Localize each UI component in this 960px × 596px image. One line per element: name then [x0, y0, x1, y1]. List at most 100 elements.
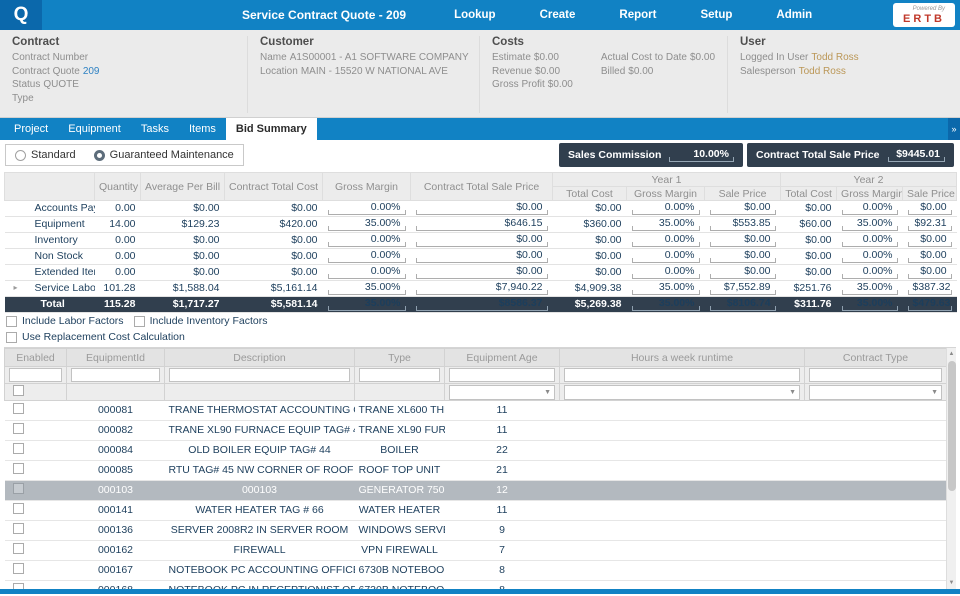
editable-cell-value[interactable]: $0.00 — [415, 234, 548, 247]
hours-runtime-filter-input[interactable] — [564, 368, 800, 382]
contract-type-header[interactable]: Contract Type — [804, 348, 947, 367]
editable-cell-value[interactable]: 0.00% — [327, 266, 406, 279]
contract-total-input[interactable]: $9445.01 — [887, 148, 946, 162]
equipment-row[interactable]: 000136 SERVER 2008R2 IN SERVER ROOM WINDOW… — [4, 520, 947, 541]
editable-cell-value[interactable]: 0.00% — [631, 250, 700, 263]
editable-cell-value[interactable]: 0.00% — [327, 250, 406, 263]
equipment-row[interactable]: 000162 FIREWALL VPN FIREWALL 7 — [4, 540, 947, 561]
editable-cell-value[interactable]: 35.00% — [327, 298, 406, 311]
row-enabled-checkbox[interactable] — [12, 423, 24, 434]
row-enabled-checkbox[interactable] — [12, 543, 24, 554]
editable-cell-value[interactable]: $0.00 — [415, 266, 548, 279]
editable-cell-value[interactable]: 0.00% — [631, 234, 700, 247]
editable-cell-value[interactable]: $646.15 — [415, 218, 548, 231]
editable-cell-value[interactable]: $8106.74 — [709, 298, 776, 311]
equipment-age-filter-dropdown[interactable]: ▼ — [449, 384, 555, 400]
select-all-checkbox[interactable] — [13, 385, 24, 396]
contract-type-filter-input[interactable] — [809, 368, 942, 382]
editable-cell-value[interactable]: $0.00 — [907, 202, 952, 215]
editable-cell-value[interactable]: 0.00% — [841, 250, 898, 263]
menu-admin[interactable]: Admin — [776, 9, 813, 21]
editable-cell-value[interactable]: 35.00% — [631, 218, 700, 231]
row-enabled-checkbox[interactable] — [12, 523, 24, 534]
row-enabled-checkbox[interactable] — [12, 403, 24, 414]
editable-cell-value[interactable]: 0.00% — [631, 266, 700, 279]
row-enabled-checkbox[interactable] — [12, 483, 24, 494]
editable-cell-value[interactable]: $387.32 — [907, 282, 952, 295]
scrollbar-thumb[interactable] — [948, 361, 956, 491]
equipment-age-header[interactable]: Equipment Age — [444, 348, 560, 367]
editable-cell-value[interactable]: 35.00% — [841, 298, 898, 311]
enabled-filter-input[interactable] — [9, 368, 62, 382]
menu-lookup[interactable]: Lookup — [454, 9, 496, 21]
menu-report[interactable]: Report — [619, 9, 657, 21]
app-logo[interactable]: Q — [0, 0, 42, 30]
menu-create[interactable]: Create — [539, 9, 576, 21]
editable-cell-value[interactable]: $0.00 — [709, 234, 776, 247]
equipment-row[interactable]: 000168NOTEBOOK PC IN RECEPTIONIST OFFICE… — [4, 580, 947, 589]
editable-cell-value[interactable]: 35.00% — [841, 282, 898, 295]
tab-bid-summary[interactable]: Bid Summary — [225, 118, 317, 140]
guaranteed-maintenance-radio[interactable]: Guaranteed Maintenance — [93, 149, 234, 161]
equipment-row[interactable]: 000084 OLD BOILER EQUIP TAG# 44 BOILER 22 — [4, 440, 947, 461]
use-replacement-cost-checkbox[interactable]: Use Replacement Cost Calculation — [6, 331, 185, 343]
equipmentid-header[interactable]: EquipmentId — [66, 348, 165, 367]
editable-cell-value[interactable]: $0.00 — [709, 250, 776, 263]
type-filter-input[interactable] — [359, 368, 440, 382]
editable-cell-value[interactable]: 35.00% — [327, 282, 406, 295]
row-enabled-checkbox[interactable] — [12, 563, 24, 574]
tab-items[interactable]: Items — [188, 123, 216, 135]
standard-radio[interactable]: Standard — [15, 149, 76, 161]
enabled-header[interactable]: Enabled — [4, 348, 67, 367]
tab-equipment[interactable]: Equipment — [68, 123, 121, 135]
row-enabled-checkbox[interactable] — [12, 463, 24, 474]
editable-cell-value[interactable]: 0.00% — [841, 266, 898, 279]
editable-cell-value[interactable]: 0.00% — [841, 234, 898, 247]
editable-cell-value[interactable]: $0.00 — [907, 234, 952, 247]
editable-cell-value[interactable]: $0.00 — [415, 250, 548, 263]
type-header[interactable]: Type — [354, 348, 445, 367]
equipment-row[interactable]: 000141 WATER HEATER TAG # 66 WATER HEATER 1… — [4, 500, 947, 521]
editable-cell-value[interactable]: $479.63 — [907, 298, 952, 311]
editable-cell-value[interactable]: 0.00% — [631, 202, 700, 215]
description-filter-input[interactable] — [169, 368, 350, 382]
row-enabled-checkbox[interactable] — [12, 583, 24, 589]
menu-setup[interactable]: Setup — [700, 9, 733, 21]
hours-runtime-filter-dropdown[interactable]: ▼ — [564, 384, 800, 400]
scroll-up-icon[interactable]: ▲ — [948, 351, 955, 357]
editable-cell-value[interactable]: $0.00 — [907, 266, 952, 279]
editable-cell-value[interactable]: 0.00% — [841, 202, 898, 215]
editable-cell-value[interactable]: $0.00 — [709, 266, 776, 279]
editable-cell-value[interactable]: 35.00% — [631, 282, 700, 295]
equipmentid-filter-input[interactable] — [71, 368, 160, 382]
editable-cell-value[interactable]: $92.31 — [907, 218, 952, 231]
tab-overflow-icon[interactable]: » — [948, 118, 960, 140]
description-header[interactable]: Description — [164, 348, 355, 367]
editable-cell-value[interactable]: $553.85 — [709, 218, 776, 231]
editable-cell-value[interactable]: $7,940.22 — [415, 282, 548, 295]
vertical-scrollbar[interactable]: ▲ ▼ — [946, 348, 956, 589]
scroll-down-icon[interactable]: ▼ — [948, 580, 955, 586]
equipment-row[interactable]: 000082 TRANE XL90 FURNACE EQUIP TAG# 42 TR… — [4, 420, 947, 441]
sales-commission-input[interactable]: 10.00% — [669, 148, 734, 162]
editable-cell-value[interactable]: 35.00% — [841, 218, 898, 231]
equipment-row[interactable]: 000167 NOTEBOOK PC ACCOUNTING OFFICE 6730B… — [4, 560, 947, 581]
editable-cell-value[interactable]: $7,552.89 — [709, 282, 776, 295]
equipment-row[interactable]: 000085 RTU TAG# 45 NW CORNER OF ROOF ROOF … — [4, 460, 947, 481]
contract-type-filter-dropdown[interactable]: ▼ — [809, 384, 942, 400]
editable-cell-value[interactable]: 35.00% — [631, 298, 700, 311]
expand-row-icon[interactable]: ▸ — [13, 283, 18, 292]
equipment-age-filter-input[interactable] — [449, 368, 555, 382]
editable-cell-value[interactable]: $0.00 — [709, 202, 776, 215]
include-labor-factors-checkbox[interactable]: Include Labor Factors — [6, 315, 124, 327]
editable-cell-value[interactable]: $8586.37 — [415, 298, 548, 311]
contract-quote-link[interactable]: 209 — [82, 65, 100, 77]
hours-runtime-header[interactable]: Hours a week runtime — [559, 348, 805, 367]
include-inventory-factors-checkbox[interactable]: Include Inventory Factors — [133, 315, 267, 327]
editable-cell-value[interactable]: 0.00% — [327, 202, 406, 215]
tab-tasks[interactable]: Tasks — [140, 123, 169, 135]
editable-cell-value[interactable]: $0.00 — [907, 250, 952, 263]
editable-cell-value[interactable]: $0.00 — [415, 202, 548, 215]
